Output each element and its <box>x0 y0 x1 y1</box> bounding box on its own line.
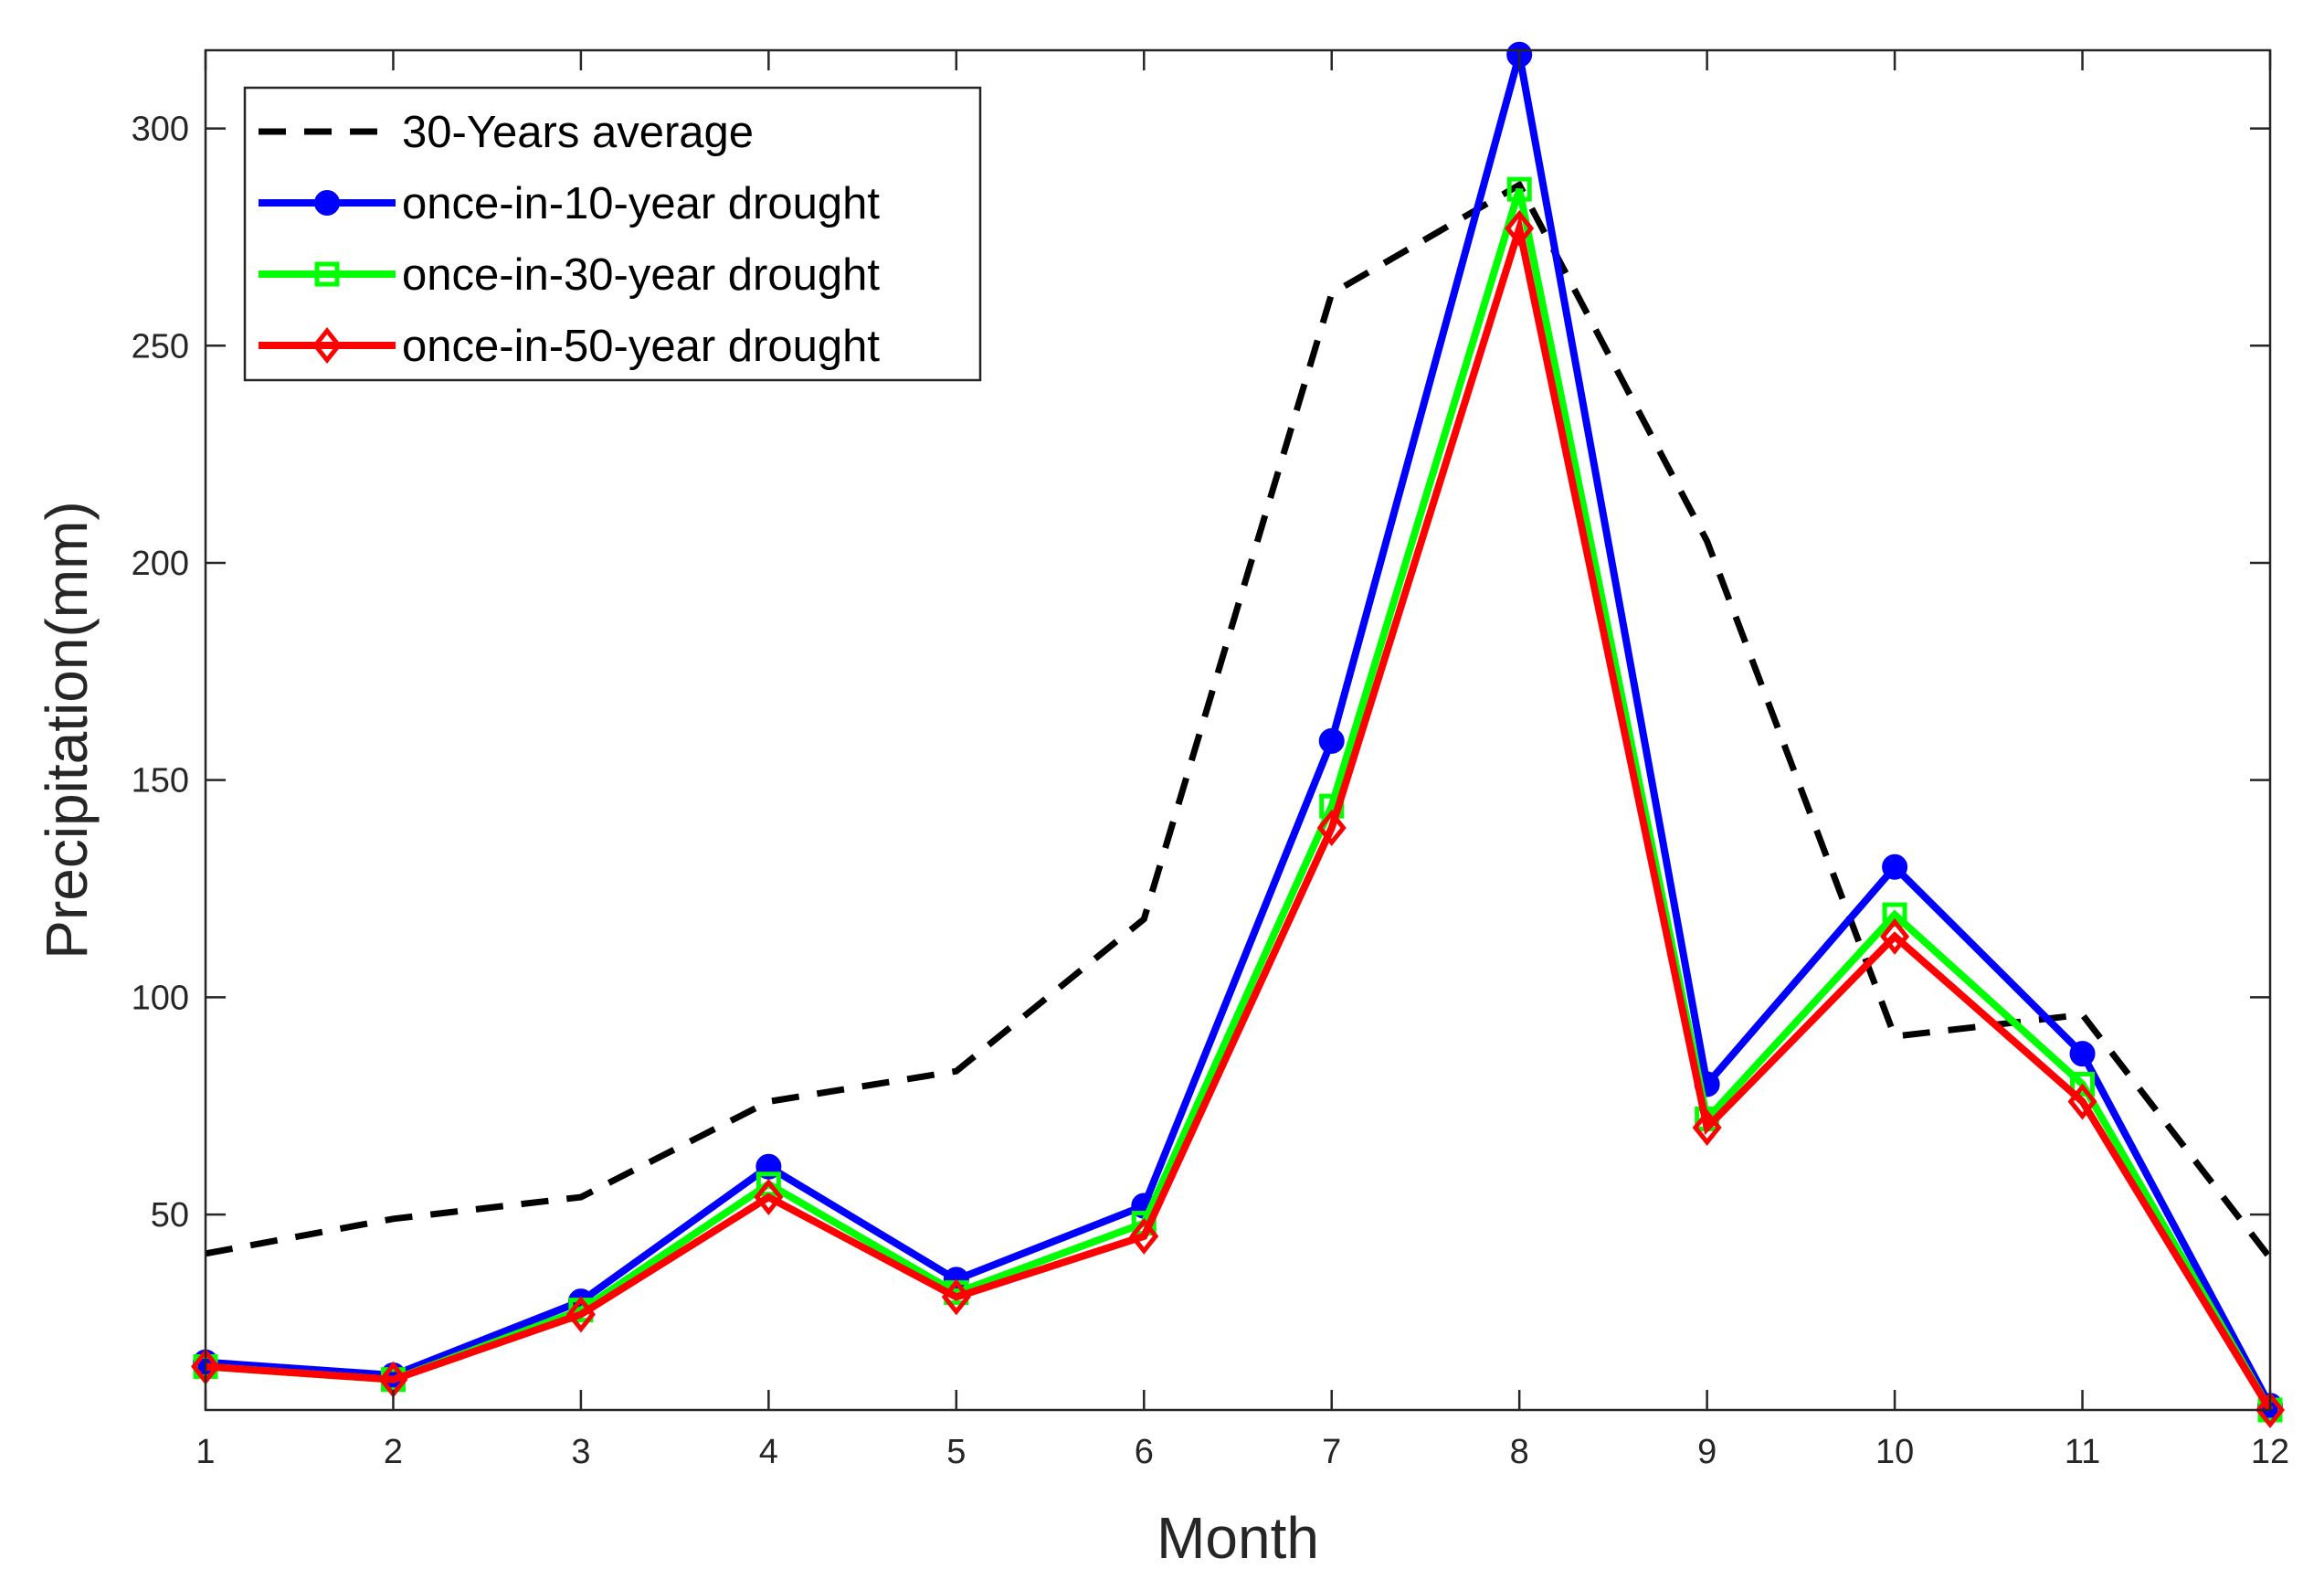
data-point-marker <box>1882 853 1908 880</box>
y-tick-label: 250 <box>132 327 189 366</box>
legend-marker <box>312 326 343 365</box>
x-axis-title: Month <box>1157 1505 1319 1571</box>
data-point-marker <box>2070 1071 2096 1097</box>
x-tick-label: 1 <box>195 1433 215 1471</box>
plot-frame <box>204 48 2272 1412</box>
y-tick-label: 150 <box>132 762 189 800</box>
x-tick-label: 4 <box>759 1433 778 1471</box>
data-point-marker <box>1880 917 1910 955</box>
data-point-marker <box>941 1278 971 1316</box>
legend-label: once-in-10-year drought <box>402 179 880 228</box>
data-point-marker <box>1316 809 1347 846</box>
legend-item: once-in-10-year drought <box>259 179 880 228</box>
x-tick-label: 7 <box>1322 1433 1341 1471</box>
legend-box <box>243 86 982 382</box>
x-tick-label: 3 <box>571 1433 590 1471</box>
data-point-marker <box>1318 727 1345 754</box>
data-point-marker <box>754 1179 784 1216</box>
x-tick-label: 6 <box>1135 1433 1154 1471</box>
legend-label: once-in-30-year drought <box>402 250 880 300</box>
x-tick-label: 5 <box>946 1433 966 1471</box>
series-1 <box>205 180 2273 1260</box>
y-tick-label: 200 <box>132 545 189 583</box>
y-tick-label: 100 <box>132 979 189 1017</box>
data-point-marker <box>565 1296 596 1333</box>
y-tick-label: 300 <box>132 111 189 149</box>
data-point-marker <box>2069 1041 2096 1067</box>
legend-label: once-in-50-year drought <box>402 322 880 371</box>
y-tick-label: 50 <box>151 1196 189 1235</box>
series-line <box>205 53 2274 1408</box>
data-point-marker <box>1692 1108 1722 1146</box>
x-tick-label: 2 <box>384 1433 403 1471</box>
legend-marker <box>314 261 340 287</box>
series-layer <box>190 41 2286 1429</box>
legend-item: 30-Years average <box>259 108 754 157</box>
legend-marker <box>314 190 340 216</box>
series-line <box>205 214 2274 1413</box>
series-line <box>205 180 2273 1260</box>
data-point-marker <box>1129 1217 1159 1255</box>
legend-label: 30-Years average <box>402 108 754 157</box>
x-tick-label: 8 <box>1510 1433 1529 1471</box>
x-tick-label: 11 <box>2065 1433 2100 1471</box>
x-tick-label: 12 <box>2251 1433 2289 1471</box>
legend-item: once-in-50-year drought <box>259 322 880 371</box>
x-tick-label: 9 <box>1697 1433 1717 1471</box>
data-point-marker <box>1506 176 1532 202</box>
x-tick-label: 10 <box>1875 1433 1914 1471</box>
y-axis-title: Precipitation(mm) <box>34 501 100 959</box>
legend: 30-Years average once-in-10-year drought o… <box>243 86 982 382</box>
data-point-marker <box>1505 209 1535 247</box>
data-point-marker <box>2067 1083 2097 1120</box>
data-point-marker <box>2255 1391 2286 1429</box>
legend-item: once-in-30-year drought <box>259 250 880 300</box>
